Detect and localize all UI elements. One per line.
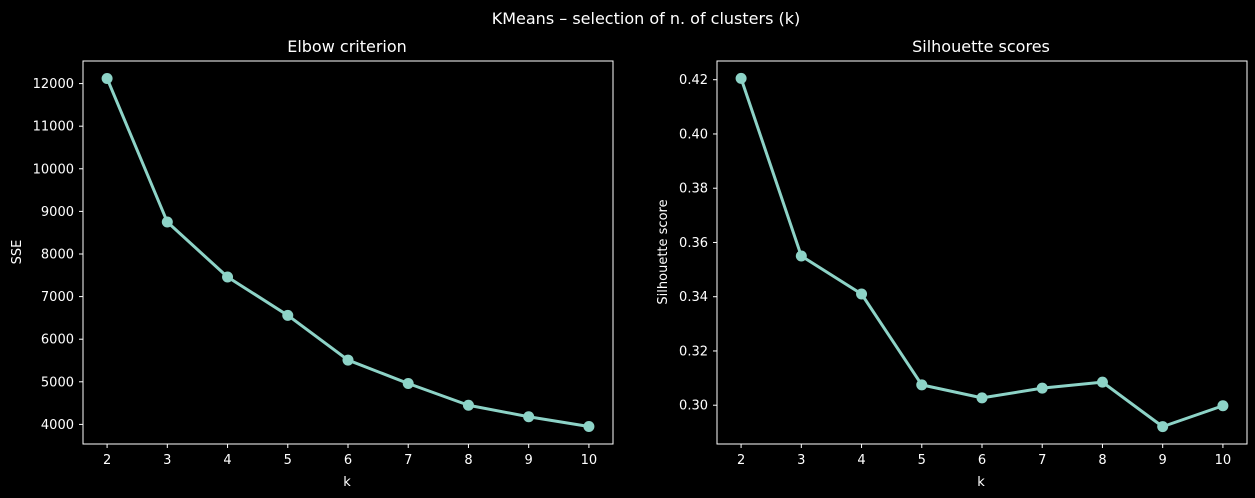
silhouette-chart-point <box>795 250 807 262</box>
elbow-chart-xlabel: k <box>343 475 351 490</box>
silhouette-chart-point <box>976 392 988 404</box>
elbow-chart-ytick-label: 6000 <box>41 333 74 348</box>
elbow-chart-xtick-label: 10 <box>581 453 598 468</box>
silhouette-chart-ytick-label: 0.30 <box>679 399 708 414</box>
elbow-chart-xtick-label: 4 <box>223 453 231 468</box>
silhouette-chart-xtick-label: 8 <box>1098 453 1106 468</box>
elbow-chart-xtick-label: 7 <box>404 453 412 468</box>
elbow-chart-ytick-label: 11000 <box>33 120 74 135</box>
silhouette-chart-ytick-label: 0.32 <box>679 344 708 359</box>
silhouette-chart-point <box>1217 400 1229 412</box>
elbow-chart-xtick-label: 8 <box>464 453 472 468</box>
elbow-chart-ytick-label: 9000 <box>41 205 74 220</box>
elbow-chart-ytick-label: 8000 <box>41 247 74 262</box>
silhouette-chart-xtick-label: 4 <box>857 453 865 468</box>
elbow-chart-point <box>282 309 294 321</box>
elbow-chart-ytick-label: 4000 <box>41 418 74 433</box>
elbow-chart-point <box>342 354 354 366</box>
elbow-chart-point <box>462 399 474 411</box>
elbow-chart-ytick-label: 10000 <box>33 162 74 177</box>
silhouette-chart-xtick-label: 9 <box>1159 453 1167 468</box>
silhouette-chart-ytick-label: 0.40 <box>679 127 708 142</box>
silhouette-chart-xtick-label: 3 <box>797 453 805 468</box>
elbow-chart-xtick-label: 3 <box>163 453 171 468</box>
elbow-chart-point <box>222 271 234 283</box>
elbow-chart-ytick-label: 7000 <box>41 290 74 305</box>
silhouette-chart-point <box>735 72 747 84</box>
figure-suptitle: KMeans – selection of n. of clusters (k) <box>492 9 801 28</box>
silhouette-chart-xtick-label: 6 <box>978 453 986 468</box>
silhouette-chart-ylabel: Silhouette score <box>656 199 671 304</box>
elbow-chart-point <box>583 421 595 433</box>
silhouette-chart-point <box>1157 421 1169 433</box>
silhouette-chart-xtick-label: 5 <box>918 453 926 468</box>
silhouette-chart-ytick-label: 0.42 <box>679 73 708 88</box>
elbow-chart-xtick-label: 5 <box>284 453 292 468</box>
elbow-chart-point <box>523 411 535 423</box>
silhouette-chart-point <box>856 288 868 300</box>
elbow-chart-point <box>402 378 414 390</box>
silhouette-chart-point <box>916 379 928 391</box>
silhouette-chart-ytick-label: 0.36 <box>679 236 708 251</box>
silhouette-chart-xlabel: k <box>977 475 985 490</box>
silhouette-chart-xtick-label: 10 <box>1215 453 1232 468</box>
elbow-chart-title: Elbow criterion <box>287 37 407 56</box>
silhouette-chart-xtick-label: 7 <box>1038 453 1046 468</box>
silhouette-chart-point <box>1036 382 1048 394</box>
elbow-chart-xtick-label: 9 <box>525 453 533 468</box>
silhouette-chart-title: Silhouette scores <box>912 37 1050 56</box>
elbow-chart-xtick-label: 2 <box>103 453 111 468</box>
silhouette-chart-point <box>1096 376 1108 388</box>
silhouette-chart-ytick-label: 0.34 <box>679 290 708 305</box>
elbow-chart-point <box>101 72 113 84</box>
silhouette-chart-ytick-label: 0.38 <box>679 182 708 197</box>
silhouette-chart-xtick-label: 2 <box>737 453 745 468</box>
silhouette-chart: Silhouette scores k Silhouette score 2 3 4… <box>656 37 1248 490</box>
elbow-chart-ytick-label: 12000 <box>33 77 74 92</box>
elbow-chart-point <box>161 216 173 228</box>
elbow-chart: Elbow criterion k SSE 2 3 4 5 6 7 8 9 10 4000 5000… <box>10 37 614 490</box>
elbow-chart-xtick-label: 6 <box>344 453 352 468</box>
elbow-chart-ytick-label: 5000 <box>41 375 74 390</box>
elbow-chart-ylabel: SSE <box>10 240 25 265</box>
